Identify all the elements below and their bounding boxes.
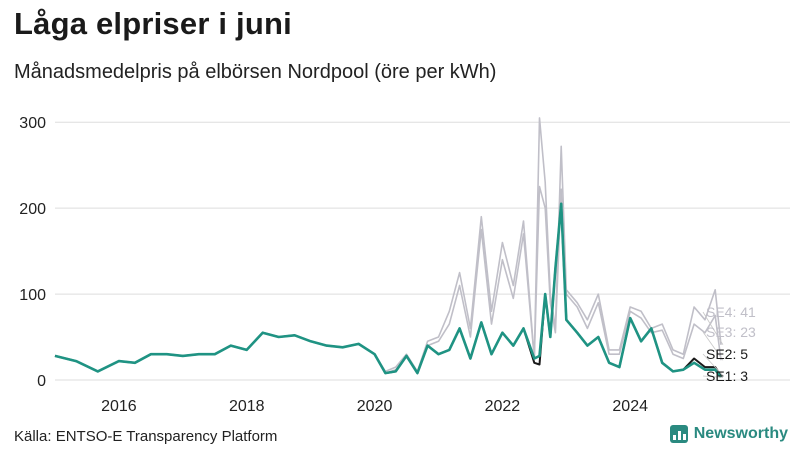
x-tick-label: 2024 xyxy=(612,398,648,415)
brand-name: Newsworthy xyxy=(693,425,788,442)
x-tick-label: 2018 xyxy=(229,398,265,415)
leader-line xyxy=(702,353,724,376)
series-end-label: SE2: 5 xyxy=(706,346,748,362)
y-tick-label: 100 xyxy=(19,287,46,304)
chart-title: Låga elpriser i juni xyxy=(14,6,292,41)
x-tick-label: 2016 xyxy=(101,398,137,415)
source-note: Källa: ENTSO-E Transparency Platform xyxy=(14,428,278,445)
series-line-se3 xyxy=(54,185,722,374)
leader-line xyxy=(702,311,724,345)
y-tick-label: 200 xyxy=(19,201,46,218)
brand-logo[interactable]: Newsworthy xyxy=(669,425,788,443)
x-tick-label: 2020 xyxy=(357,398,393,415)
chart-subtitle: Månadsmedelpris på elbörsen Nordpool (ör… xyxy=(14,61,497,83)
y-tick-label: 300 xyxy=(19,115,46,132)
series-end-label: SE4: 41 xyxy=(706,304,756,320)
newsworthy-logo-icon xyxy=(669,425,688,443)
y-tick-label: 0 xyxy=(37,373,46,390)
series-end-label: SE3: 23 xyxy=(706,324,756,340)
series-line-se4 xyxy=(54,117,722,373)
x-tick-label: 2022 xyxy=(485,398,521,415)
series-line-se1 xyxy=(54,202,723,379)
leader-line xyxy=(702,331,724,361)
series-end-label: SE1: 3 xyxy=(706,368,748,384)
leader-line xyxy=(702,375,724,378)
